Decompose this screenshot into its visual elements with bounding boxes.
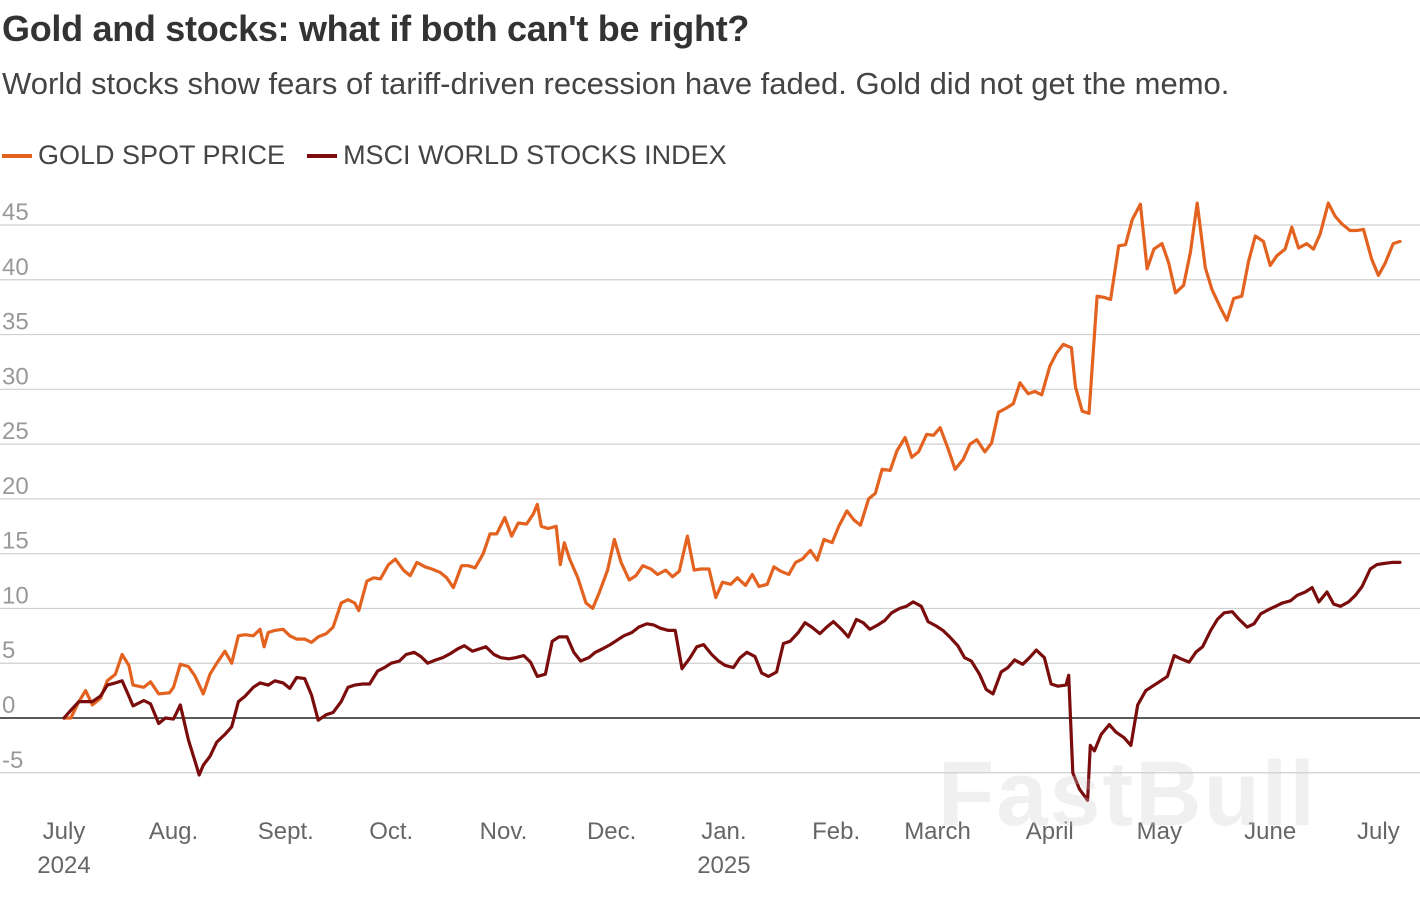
x-tick-label: Feb. (812, 818, 860, 845)
x-tick-year-label: 2024 (37, 852, 90, 879)
x-tick-year-label: 2025 (697, 852, 750, 879)
x-tick-label: July (1357, 818, 1400, 845)
y-tick-label: 35 (2, 309, 29, 336)
y-tick-label: 40 (2, 254, 29, 281)
y-tick-label: 45 (2, 199, 29, 226)
y-tick-label: 30 (2, 363, 29, 390)
x-tick-label: Jan. (701, 818, 746, 845)
x-tick-label: Nov. (480, 818, 528, 845)
y-tick-label: -5 (2, 747, 23, 774)
legend-item-gold: GOLD SPOT PRICE (2, 140, 285, 171)
legend-swatch-gold (2, 153, 32, 158)
chart-subtitle: World stocks show fears of tariff-driven… (2, 66, 1230, 101)
legend-label-gold: GOLD SPOT PRICE (38, 140, 286, 170)
watermark: FastBull (938, 743, 1317, 845)
x-tick-label: Sept. (258, 818, 314, 845)
msci-world-stocks-line (62, 560, 1402, 802)
y-tick-label: 20 (2, 473, 29, 500)
x-tick-label: April (1026, 818, 1074, 845)
chart-title: Gold and stocks: what if both can't be r… (2, 8, 750, 49)
legend-label-msci: MSCI WORLD STOCKS INDEX (343, 140, 727, 170)
y-tick-label: 25 (2, 418, 29, 445)
x-tick-label: Dec. (587, 818, 636, 845)
y-tick-label: 5 (2, 637, 15, 664)
legend: GOLD SPOT PRICE MSCI WORLD STOCKS INDEX (2, 140, 749, 171)
x-tick-label: July (43, 818, 86, 845)
x-tick-label: June (1244, 818, 1296, 845)
x-tick-label: Aug. (149, 818, 198, 845)
legend-item-msci: MSCI WORLD STOCKS INDEX (307, 140, 727, 171)
y-tick-label: 15 (2, 528, 29, 555)
x-tick-label: May (1137, 818, 1182, 845)
y-tick-label: 0 (2, 692, 15, 719)
x-tick-label: Oct. (369, 818, 413, 845)
legend-swatch-msci (307, 153, 338, 158)
y-tick-label: 10 (2, 582, 29, 609)
x-tick-label: March (904, 818, 971, 845)
gold-spot-price-line (62, 201, 1402, 720)
